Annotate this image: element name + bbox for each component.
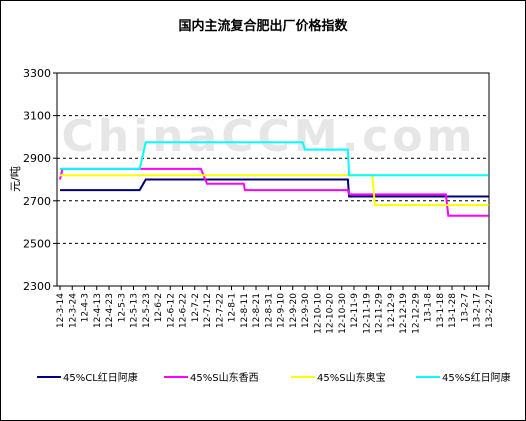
x-tick-label: 12-4-3 [81,293,91,322]
y-tick-label: 2900 [23,152,51,165]
grid-lines [57,115,489,244]
x-tick-label: 12-12-9 [387,293,397,328]
x-tick-label: 12-10-30 [338,293,348,334]
x-tick-label: 12-11-9 [350,293,360,328]
plot-area [56,72,490,287]
x-tick-label: 12-3-14 [56,293,66,328]
x-tick-label: 12-12-19 [399,293,409,334]
x-tick-label: 13-1-8 [424,293,434,323]
x-tick-label: 12-11-29 [375,293,385,334]
chart-title: 国内主流复合肥出厂价格指数 [178,18,348,34]
x-tick-label: 12-4-23 [105,293,115,328]
x-tick-label: 12-4-13 [93,293,103,328]
x-tick-label: 12-8-31 [264,293,274,328]
y-tick-label: 2700 [23,195,51,208]
series-line [60,174,489,207]
legend-label: 45%S山东香西 [190,371,259,384]
y-tick-label: 2300 [23,280,51,293]
x-axis-ticks: 12-3-14 12-3-24 12-4-3 12-4-13 12-4-23 12-5-3… [56,286,495,334]
x-tick-label: 12-7-2 [191,293,201,322]
x-tick-label: 13-2-7 [460,293,470,322]
x-tick-label: 12-7-22 [215,293,225,328]
legend-label: 45%S山东奥宝 [317,371,386,384]
x-tick-label: 12-8-21 [252,293,262,328]
x-tick-label: 12-6-22 [179,293,189,328]
x-tick-label: 13-1-18 [436,293,446,328]
x-tick-label: 12-5-3 [117,293,127,322]
x-tick-label: 13-1-28 [448,293,458,328]
series-lines [59,141,489,217]
x-tick-label: 12-3-24 [68,293,78,328]
legend-label: 45%CL红日阿康 [63,371,138,384]
watermark-text: ChinaCCM.com [62,111,477,162]
y-axis-ticks: 2300 2500 2700 2900 3100 3300 [23,67,57,293]
series-line [59,167,489,217]
x-tick-label: 12-5-23 [142,293,152,328]
x-tick-label: 13-2-17 [473,293,483,328]
x-tick-label: 12-9-20 [289,293,299,328]
y-tick-label: 2500 [23,237,51,250]
x-tick-label: 12-9-10 [277,293,287,328]
x-tick-label: 12-10-20 [326,293,336,334]
x-tick-label: 12-5-13 [130,293,140,328]
x-tick-label: 12-7-12 [203,293,213,328]
y-tick-label: 3300 [23,67,51,80]
x-tick-label: 12-6-2 [154,293,164,322]
x-tick-label: 12-8-1 [228,293,238,322]
x-tick-label: 12-10-10 [313,293,323,334]
x-tick-label: 12-6-12 [166,293,176,328]
x-tick-label: 13-2-27 [485,293,495,328]
series-line [60,141,489,177]
y-axis-label: 元/吨 [9,166,22,192]
legend-label: 45%S红日阿康 [442,371,511,384]
x-tick-label: 12-12-29 [411,293,421,334]
legend: 45%CL红日阿康 45%S山东香西 45%S山东奥宝 45%S红日阿康 [37,371,511,384]
x-tick-label: 12-9-30 [301,293,311,328]
x-tick-label: 12-8-11 [240,293,250,328]
y-tick-label: 3100 [23,110,51,123]
x-tick-label: 12-11-19 [362,293,372,334]
